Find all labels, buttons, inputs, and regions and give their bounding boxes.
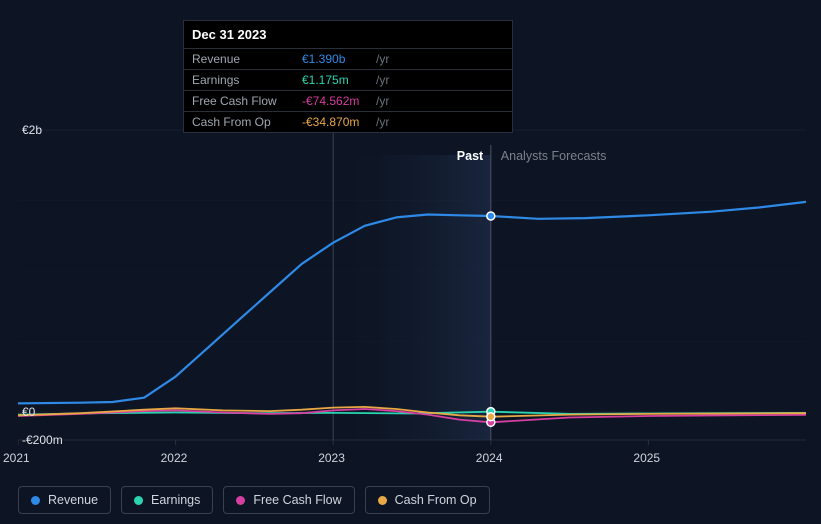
- x-tick-label: 2023: [318, 451, 345, 465]
- legend-item-revenue[interactable]: Revenue: [18, 486, 111, 514]
- tooltip-row: Earnings €1.175m /yr: [184, 70, 512, 91]
- y-tick-label: €2b: [22, 123, 42, 137]
- legend-item-cfo[interactable]: Cash From Op: [365, 486, 490, 514]
- past-label: Past: [457, 149, 483, 163]
- legend-label: Revenue: [48, 493, 98, 507]
- legend: Revenue Earnings Free Cash Flow Cash Fro…: [18, 486, 490, 514]
- legend-label: Earnings: [151, 493, 200, 507]
- y-tick-label: -€200m: [22, 433, 63, 447]
- forecast-label: Analysts Forecasts: [501, 149, 607, 163]
- legend-item-fcf[interactable]: Free Cash Flow: [223, 486, 354, 514]
- tooltip-row-label: Cash From Op: [184, 112, 294, 133]
- legend-label: Free Cash Flow: [253, 493, 341, 507]
- marker-cfo[interactable]: [487, 413, 495, 421]
- tooltip-row-suffix: /yr: [374, 49, 512, 70]
- tooltip-row-suffix: /yr: [374, 91, 512, 112]
- x-tick-label: 2021: [3, 451, 30, 465]
- tooltip-row-value: €1.390b: [294, 49, 374, 70]
- tooltip-row-label: Revenue: [184, 49, 294, 70]
- x-tick-label: 2022: [161, 451, 188, 465]
- marker-revenue[interactable]: [487, 212, 495, 220]
- x-tick-label: 2025: [633, 451, 660, 465]
- tooltip-row: Cash From Op -€34.870m /yr: [184, 112, 512, 133]
- x-tick-label: 2024: [476, 451, 503, 465]
- chart-tooltip: Dec 31 2023 Revenue €1.390b /yrEarnings …: [183, 20, 513, 133]
- tooltip-row: Free Cash Flow -€74.562m /yr: [184, 91, 512, 112]
- legend-item-earnings[interactable]: Earnings: [121, 486, 213, 514]
- past-gradient: [333, 155, 491, 440]
- legend-dot-icon: [31, 496, 40, 505]
- tooltip-row-value: €1.175m: [294, 70, 374, 91]
- tooltip-row-label: Free Cash Flow: [184, 91, 294, 112]
- legend-label: Cash From Op: [395, 493, 477, 507]
- financials-chart: Past Analysts Forecasts €2b€0-€200m 2021…: [18, 0, 806, 524]
- tooltip-row-suffix: /yr: [374, 112, 512, 133]
- legend-dot-icon: [236, 496, 245, 505]
- tooltip-row-label: Earnings: [184, 70, 294, 91]
- tooltip-row-suffix: /yr: [374, 70, 512, 91]
- y-tick-label: €0: [22, 405, 35, 419]
- legend-dot-icon: [378, 496, 387, 505]
- legend-dot-icon: [134, 496, 143, 505]
- tooltip-row: Revenue €1.390b /yr: [184, 49, 512, 70]
- tooltip-row-value: -€74.562m: [294, 91, 374, 112]
- tooltip-title: Dec 31 2023: [184, 21, 512, 48]
- tooltip-row-value: -€34.870m: [294, 112, 374, 133]
